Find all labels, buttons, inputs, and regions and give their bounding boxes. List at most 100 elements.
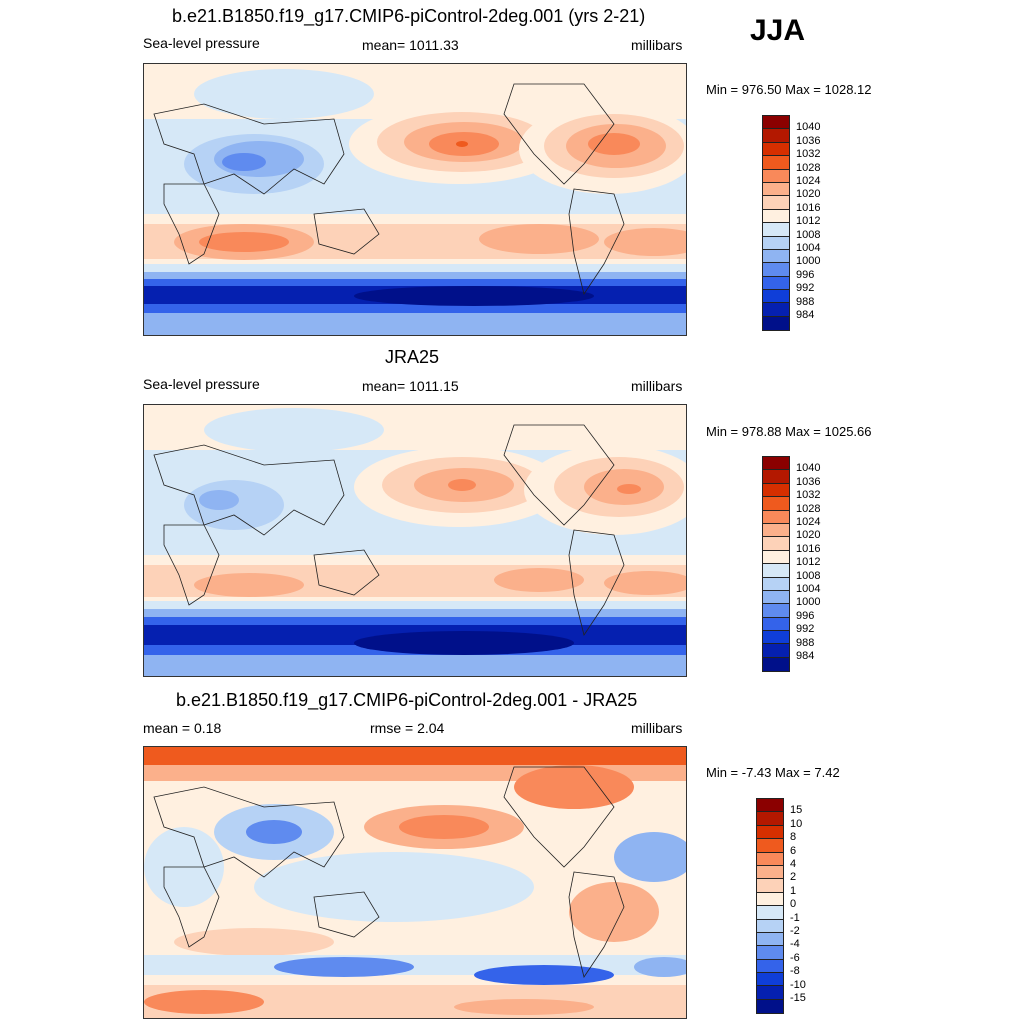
colorbar3-swatch	[757, 852, 783, 866]
panel3-title: b.e21.B1850.f19_g17.CMIP6-piControl-2deg…	[176, 690, 638, 710]
colorbar1-swatch	[763, 156, 789, 170]
colorbar2-label: 988	[796, 636, 815, 649]
panel3-map	[143, 746, 687, 1019]
colorbar3-swatch	[757, 865, 783, 880]
colorbar2-label: 1040	[796, 462, 821, 475]
colorbar2-label: 1016	[796, 542, 821, 555]
panel2-left-label: Sea-level pressure	[143, 376, 260, 392]
colorbar1-label: 1008	[796, 228, 821, 241]
panel3-rmse: rmse = 2.04	[370, 720, 445, 736]
colorbar2-swatch	[763, 564, 789, 578]
colorbar3-swatch	[757, 999, 783, 1014]
colorbar3-label: -1	[790, 911, 800, 924]
colorbar2-swatch	[763, 483, 789, 498]
colorbar1-swatch	[763, 290, 789, 304]
colorbar3-label: 1	[790, 884, 797, 897]
colorbar2-swatch	[763, 497, 789, 511]
colorbar2-swatch	[763, 644, 789, 658]
colorbar1-swatch	[763, 263, 789, 277]
colorbar1-swatch	[763, 236, 789, 250]
colorbar1-label: 992	[796, 282, 815, 295]
colorbar2-label: 984	[796, 650, 815, 662]
panel3-mean: mean = 0.18	[143, 720, 222, 736]
colorbar3-swatch	[757, 932, 783, 947]
colorbar1-label: 1012	[796, 215, 821, 228]
colorbar3-swatch	[757, 959, 783, 974]
panel3-units: millibars	[631, 720, 683, 736]
colorbar3-label: 2	[790, 871, 797, 884]
panel1-minmax: Min = 976.50 Max = 1028.12	[706, 82, 872, 97]
colorbar1-label: 1020	[796, 188, 821, 201]
colorbar2-label: 1032	[796, 489, 821, 502]
colorbar2-swatch	[763, 617, 789, 632]
colorbar3-swatch	[757, 946, 783, 960]
colorbar1-label: 1024	[796, 175, 821, 187]
colorbar1-swatch	[763, 116, 789, 130]
colorbar2-label: 1000	[796, 596, 821, 609]
colorbar1-label: 1028	[796, 161, 821, 174]
colorbar3-label: 10	[790, 817, 803, 830]
colorbar2-swatch	[763, 470, 789, 484]
panel2-mean: mean= 1011.15	[362, 378, 459, 394]
panel1-title: b.e21.B1850.f19_g17.CMIP6-piControl-2deg…	[172, 6, 646, 26]
panel2-title: JRA25	[385, 347, 440, 367]
colorbar3-label: 0	[790, 898, 797, 911]
colorbar3-label: -4	[790, 938, 800, 951]
colorbar1-label: 996	[796, 268, 815, 281]
colorbar3-swatch	[757, 799, 783, 813]
colorbar1-swatch	[763, 276, 789, 291]
colorbar1-swatch	[763, 223, 789, 237]
colorbar2-label: 1012	[796, 556, 821, 569]
colorbar2-label: 1004	[796, 583, 821, 595]
colorbar2-swatch	[763, 577, 789, 591]
colorbar1-swatch	[763, 249, 789, 264]
panel3-colorbar	[756, 798, 784, 1015]
panel1-units: millibars	[631, 37, 683, 53]
colorbar3-swatch	[757, 973, 783, 987]
colorbar3-swatch	[757, 919, 783, 933]
colorbar1-label: 1032	[796, 148, 821, 161]
colorbar1-label: 988	[796, 295, 815, 308]
panel2-map	[143, 404, 687, 677]
colorbar2-swatch	[763, 657, 789, 672]
colorbar3-swatch	[757, 879, 783, 893]
colorbar3-swatch	[757, 839, 783, 853]
panel1-left-label: Sea-level pressure	[143, 35, 260, 51]
colorbar3-label: -2	[790, 925, 800, 937]
colorbar2-label: 1036	[796, 475, 821, 488]
colorbar2-swatch	[763, 631, 789, 645]
season-label: JJA	[750, 14, 806, 47]
panel1-colorbar	[762, 115, 790, 332]
panel2-units: millibars	[631, 378, 683, 394]
colorbar2-label: 1008	[796, 569, 821, 582]
colorbar1-swatch	[763, 209, 789, 224]
colorbar3-swatch	[757, 812, 783, 826]
colorbar2-swatch	[763, 523, 789, 538]
colorbar1-label: 1040	[796, 121, 821, 134]
colorbar1-label: 1016	[796, 201, 821, 214]
colorbar2-swatch	[763, 537, 789, 551]
colorbar1-swatch	[763, 182, 789, 197]
colorbar2-label: 1024	[796, 516, 821, 528]
colorbar2-swatch	[763, 457, 789, 471]
colorbar1-label: 1004	[796, 242, 821, 254]
colorbar1-swatch	[763, 142, 789, 157]
colorbar3-label: -10	[790, 978, 806, 991]
colorbar2-swatch	[763, 604, 789, 618]
colorbar3-swatch	[757, 986, 783, 1000]
colorbar1-label: 1000	[796, 255, 821, 268]
colorbar1-swatch	[763, 129, 789, 143]
colorbar2-label: 1020	[796, 529, 821, 542]
colorbar2-swatch	[763, 590, 789, 605]
panel2-minmax: Min = 978.88 Max = 1025.66	[706, 424, 872, 439]
colorbar3-label: 15	[790, 804, 803, 817]
colorbar3-label: 6	[790, 844, 797, 857]
colorbar1-swatch	[763, 303, 789, 317]
colorbar3-label: -8	[790, 965, 800, 978]
colorbar3-label: -6	[790, 951, 800, 964]
colorbar2-label: 1028	[796, 502, 821, 515]
colorbar2-label: 992	[796, 623, 815, 636]
colorbar2-swatch	[763, 550, 789, 565]
colorbar3-swatch	[757, 892, 783, 907]
panel1-map	[143, 63, 687, 336]
